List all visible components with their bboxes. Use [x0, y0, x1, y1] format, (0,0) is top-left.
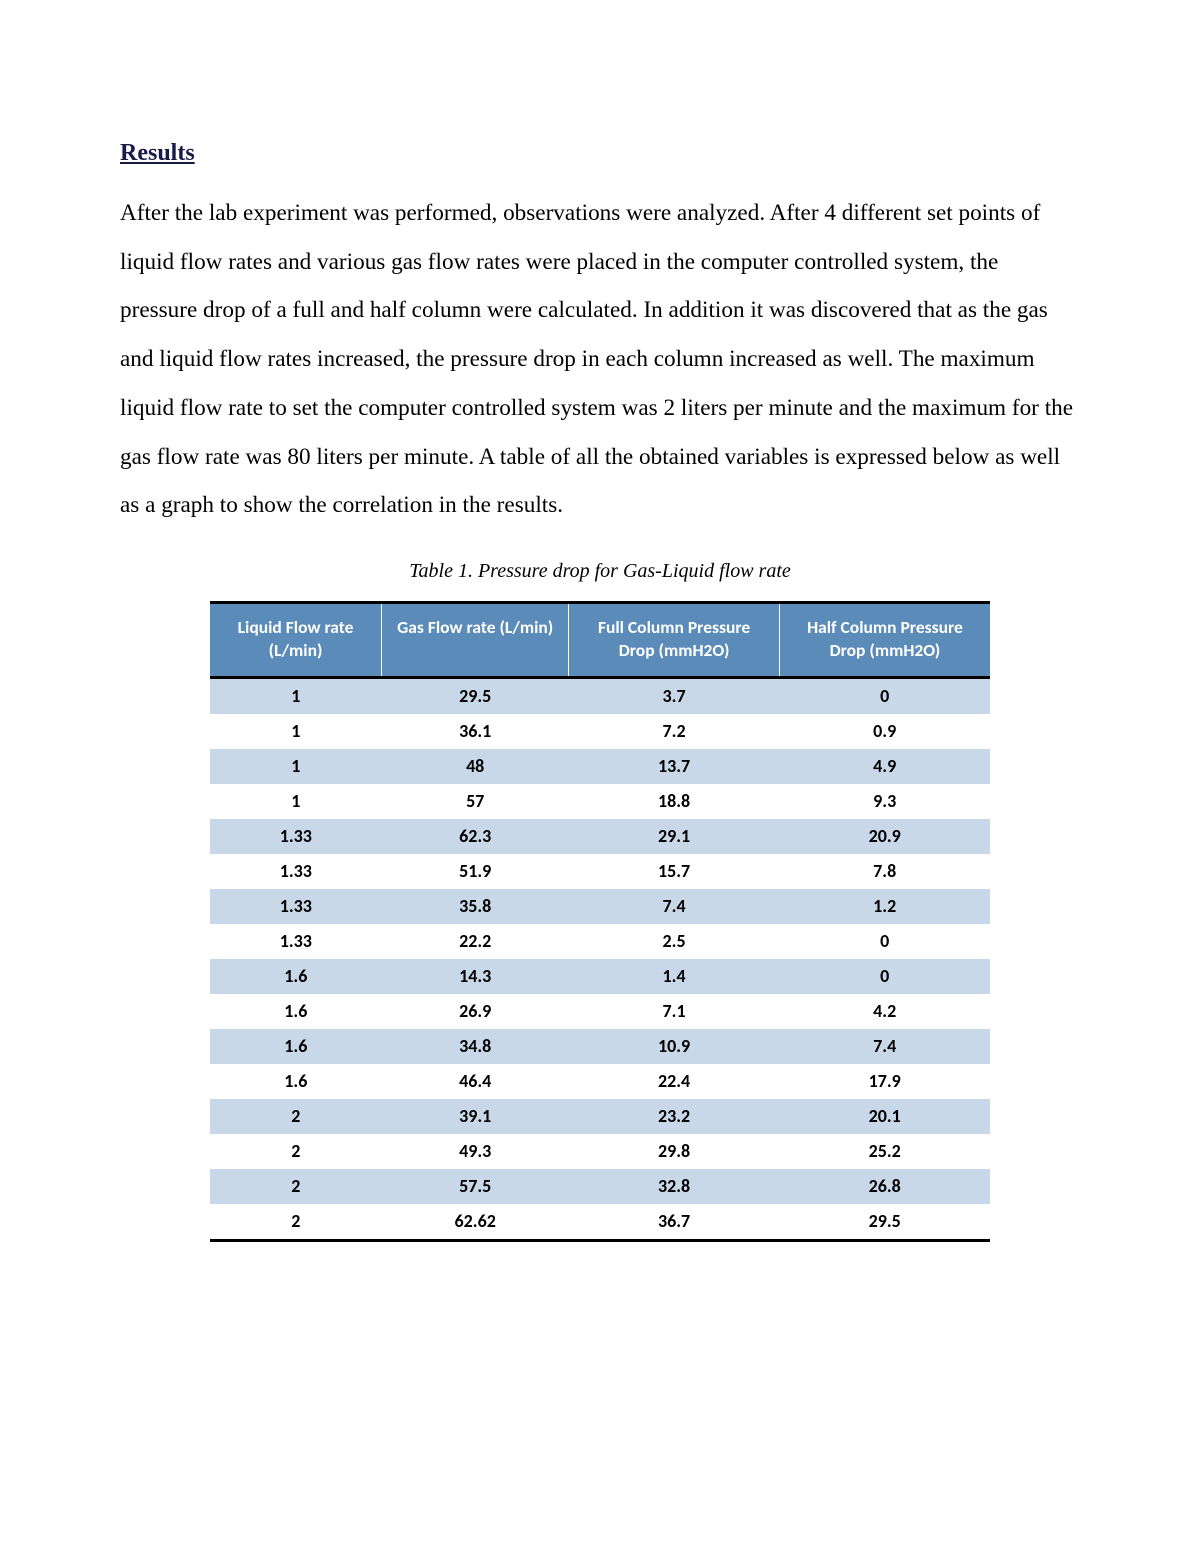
table-row: 1.3362.329.120.9	[210, 819, 990, 854]
table-cell: 7.8	[779, 854, 990, 889]
col-liquid-flow: Liquid Flow rate (L/min)	[210, 603, 382, 678]
table-caption: Table 1. Pressure drop for Gas-Liquid fl…	[120, 560, 1080, 583]
table-cell: 1.6	[210, 1029, 382, 1064]
table-row: 1.614.31.40	[210, 959, 990, 994]
table-row: 1.3322.22.50	[210, 924, 990, 959]
table-cell: 15.7	[569, 854, 780, 889]
table-cell: 1.33	[210, 889, 382, 924]
document-page: Results After the lab experiment was per…	[0, 0, 1200, 1553]
table-cell: 26.9	[382, 994, 569, 1029]
table-cell: 4.2	[779, 994, 990, 1029]
table-body: 129.53.70136.17.20.914813.74.915718.89.3…	[210, 677, 990, 1240]
table-cell: 29.8	[569, 1134, 780, 1169]
table-cell: 1	[210, 677, 382, 714]
table-cell: 29.5	[779, 1204, 990, 1241]
table-cell: 20.1	[779, 1099, 990, 1134]
table-cell: 22.2	[382, 924, 569, 959]
table-cell: 51.9	[382, 854, 569, 889]
table-row: 1.646.422.417.9	[210, 1064, 990, 1099]
table-cell: 62.3	[382, 819, 569, 854]
table-cell: 35.8	[382, 889, 569, 924]
table-cell: 7.4	[779, 1029, 990, 1064]
table-cell: 36.7	[569, 1204, 780, 1241]
table-cell: 2	[210, 1204, 382, 1241]
table-cell: 39.1	[382, 1099, 569, 1134]
table-cell: 7.4	[569, 889, 780, 924]
table-cell: 0	[779, 959, 990, 994]
table-cell: 0.9	[779, 714, 990, 749]
table-row: 15718.89.3	[210, 784, 990, 819]
table-cell: 3.7	[569, 677, 780, 714]
table-cell: 17.9	[779, 1064, 990, 1099]
table-cell: 14.3	[382, 959, 569, 994]
table-cell: 26.8	[779, 1169, 990, 1204]
table-row: 262.6236.729.5	[210, 1204, 990, 1241]
table-cell: 34.8	[382, 1029, 569, 1064]
table-cell: 49.3	[382, 1134, 569, 1169]
table-row: 239.123.220.1	[210, 1099, 990, 1134]
table-cell: 2	[210, 1169, 382, 1204]
table-cell: 1	[210, 784, 382, 819]
table-cell: 1.33	[210, 819, 382, 854]
table-row: 1.634.810.97.4	[210, 1029, 990, 1064]
table-cell: 62.62	[382, 1204, 569, 1241]
table-cell: 1.6	[210, 994, 382, 1029]
table-cell: 0	[779, 924, 990, 959]
table-row: 257.532.826.8	[210, 1169, 990, 1204]
table-cell: 10.9	[569, 1029, 780, 1064]
section-heading: Results	[120, 140, 1080, 167]
table-cell: 2.5	[569, 924, 780, 959]
results-paragraph: After the lab experiment was performed, …	[120, 189, 1080, 530]
table-container: Liquid Flow rate (L/min) Gas Flow rate (…	[120, 601, 1080, 1242]
table-cell: 1	[210, 714, 382, 749]
table-cell: 48	[382, 749, 569, 784]
table-cell: 2	[210, 1134, 382, 1169]
table-cell: 1.6	[210, 959, 382, 994]
table-cell: 36.1	[382, 714, 569, 749]
col-half-column: Half Column Pressure Drop (mmH2O)	[779, 603, 990, 678]
table-cell: 20.9	[779, 819, 990, 854]
col-gas-flow: Gas Flow rate (L/min)	[382, 603, 569, 678]
table-cell: 1.4	[569, 959, 780, 994]
table-row: 1.3335.87.41.2	[210, 889, 990, 924]
col-full-column: Full Column Pressure Drop (mmH2O)	[569, 603, 780, 678]
table-cell: 1.2	[779, 889, 990, 924]
table-header-row: Liquid Flow rate (L/min) Gas Flow rate (…	[210, 603, 990, 678]
table-header: Liquid Flow rate (L/min) Gas Flow rate (…	[210, 603, 990, 678]
table-cell: 22.4	[569, 1064, 780, 1099]
table-cell: 57	[382, 784, 569, 819]
table-cell: 29.1	[569, 819, 780, 854]
pressure-drop-table: Liquid Flow rate (L/min) Gas Flow rate (…	[210, 601, 990, 1242]
table-cell: 0	[779, 677, 990, 714]
table-cell: 1.6	[210, 1064, 382, 1099]
table-row: 136.17.20.9	[210, 714, 990, 749]
table-cell: 7.2	[569, 714, 780, 749]
table-cell: 7.1	[569, 994, 780, 1029]
table-cell: 2	[210, 1099, 382, 1134]
table-cell: 57.5	[382, 1169, 569, 1204]
table-row: 1.626.97.14.2	[210, 994, 990, 1029]
table-cell: 18.8	[569, 784, 780, 819]
table-cell: 1.33	[210, 924, 382, 959]
table-cell: 13.7	[569, 749, 780, 784]
table-cell: 29.5	[382, 677, 569, 714]
table-cell: 1	[210, 749, 382, 784]
table-cell: 25.2	[779, 1134, 990, 1169]
table-cell: 23.2	[569, 1099, 780, 1134]
table-cell: 46.4	[382, 1064, 569, 1099]
table-row: 249.329.825.2	[210, 1134, 990, 1169]
table-cell: 1.33	[210, 854, 382, 889]
table-row: 129.53.70	[210, 677, 990, 714]
table-row: 14813.74.9	[210, 749, 990, 784]
table-row: 1.3351.915.77.8	[210, 854, 990, 889]
table-cell: 9.3	[779, 784, 990, 819]
table-cell: 4.9	[779, 749, 990, 784]
table-cell: 32.8	[569, 1169, 780, 1204]
